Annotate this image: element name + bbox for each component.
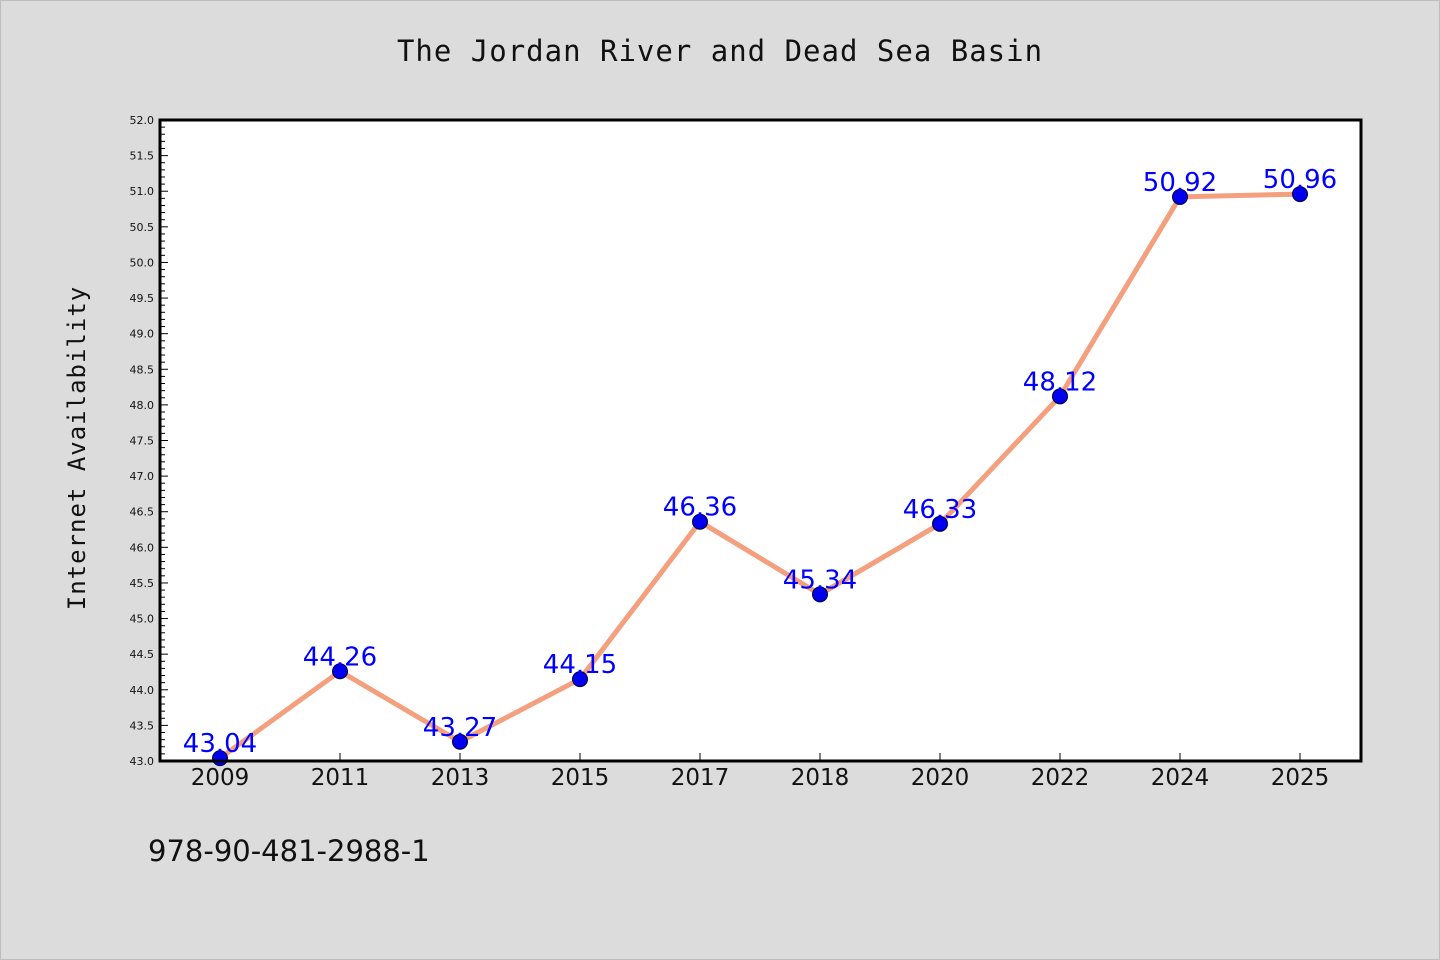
data-point: [452, 733, 468, 750]
data-label: 50.92: [1143, 168, 1217, 198]
y-tick-label: 50.0: [130, 256, 155, 269]
data-point: [932, 515, 948, 532]
data-label: 44.15: [543, 650, 617, 680]
series-line: [217, 191, 1303, 761]
data-label: 43.27: [423, 713, 497, 743]
y-tick-label: 49.5: [130, 292, 155, 305]
y-tick-label: 51.5: [130, 150, 155, 163]
y-tick-label: 46.0: [130, 541, 155, 554]
data-label: 43.04: [183, 729, 257, 759]
x-tick-label: 2017: [671, 765, 730, 791]
y-tick-label: 48.5: [130, 363, 155, 376]
data-point: [572, 671, 588, 688]
y-tick-label: 47.5: [130, 435, 155, 448]
data-point: [1172, 188, 1188, 205]
data-label: 48.12: [1023, 367, 1097, 397]
y-tick-label: 49.0: [130, 328, 155, 341]
y-tick-label: 43.0: [130, 755, 155, 768]
x-tick-label: 2009: [191, 765, 250, 791]
data-point: [332, 663, 348, 680]
y-tick-label: 46.5: [130, 506, 155, 519]
x-tick-label: 2022: [1031, 765, 1090, 791]
y-tick-label: 51.0: [130, 185, 155, 198]
data-label: 50.96: [1263, 165, 1337, 195]
y-tick-label: 44.5: [130, 648, 155, 661]
data-point: [1052, 388, 1068, 405]
data-label: 45.34: [783, 565, 857, 595]
y-tick-label: 52.0: [130, 114, 155, 127]
data-point: [1292, 186, 1308, 203]
x-tick-label: 2011: [311, 765, 370, 791]
x-tick-label: 2024: [1151, 765, 1210, 791]
data-point: [812, 586, 828, 603]
x-tick-label: 2020: [911, 765, 970, 791]
y-tick-label: 43.5: [130, 719, 155, 732]
y-axis-label: Internet Availability: [63, 286, 91, 610]
chart-title: The Jordan River and Dead Sea Basin: [396, 34, 1044, 68]
y-tick-label: 50.5: [130, 221, 155, 234]
y-tick-label: 45.5: [130, 577, 155, 590]
y-tick-label: 47.0: [130, 470, 155, 483]
x-tick-label: 2018: [791, 765, 850, 791]
y-tick-label: 48.0: [130, 399, 155, 412]
x-tick-label: 2013: [431, 765, 490, 791]
data-label: 46.36: [663, 493, 737, 523]
data-label: 44.26: [303, 642, 377, 672]
plot-border: [158, 118, 1363, 763]
y-tick-label: 44.0: [130, 684, 155, 697]
data-point: [692, 513, 708, 530]
x-tick-label: 2015: [551, 765, 610, 791]
x-tick-label: 2025: [1271, 765, 1330, 791]
data-label: 46.33: [903, 495, 977, 525]
footer-code: 978-90-481-2988-1: [148, 834, 430, 868]
y-tick-label: 45.0: [130, 613, 155, 626]
